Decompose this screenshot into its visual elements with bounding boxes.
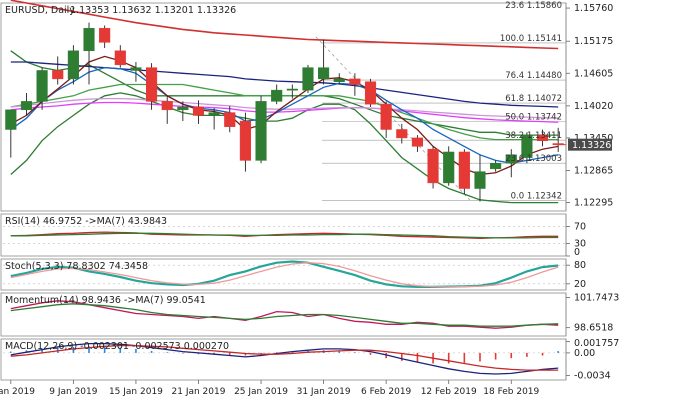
stoch-label: Stoch(5,3,3) 78.8302 74.3458 xyxy=(5,261,148,272)
rsi-series-line xyxy=(10,231,559,240)
price-series-line xyxy=(10,83,559,141)
momentum-tick-label: 98.6518 xyxy=(574,323,613,334)
x-tick-label: 3 Jan 2019 xyxy=(0,387,35,397)
last-price-label: 1.13326 xyxy=(572,140,611,151)
candle-body xyxy=(364,81,377,105)
candle-body xyxy=(302,67,314,91)
price-tick-label: 1.13450 xyxy=(574,133,613,144)
candle-body xyxy=(536,134,549,141)
candle-body xyxy=(20,101,33,111)
price-series-line xyxy=(10,66,559,164)
stoch-series-line xyxy=(10,262,559,288)
candle-body xyxy=(114,50,126,66)
candle-body xyxy=(67,50,79,80)
price-series-line xyxy=(10,61,559,108)
fib-level-label: 100.0 1.15141 xyxy=(500,34,562,44)
x-tick-label: 6 Feb 2019 xyxy=(361,387,412,397)
macd-tick-label: 0.00 xyxy=(574,348,595,359)
fib-level-label: 61.8 1.14072 xyxy=(505,94,562,104)
candle-body xyxy=(443,151,455,184)
fib-level-label: 38.2 1.13411 xyxy=(505,131,562,141)
x-tick-label: 9 Jan 2019 xyxy=(49,387,97,397)
candle-body xyxy=(380,103,392,130)
candle-body xyxy=(208,112,220,116)
macd-tick-label: -0.0034 xyxy=(574,370,611,381)
candle-body xyxy=(396,129,408,139)
momentum-series-line xyxy=(10,303,559,327)
trendline xyxy=(315,36,473,203)
momentum-label: Momentum(14) 98.9436 ->MA(7) 99.0541 xyxy=(5,295,206,306)
price-tick-label: 1.15760 xyxy=(574,3,613,14)
candle-body xyxy=(146,67,158,102)
stoch-tick-label: 80 xyxy=(574,260,586,271)
candle-body xyxy=(52,70,64,80)
macd-series-line xyxy=(10,342,559,375)
last-price-box xyxy=(568,138,612,151)
panel-momentum-frame xyxy=(0,292,567,337)
candle-body xyxy=(192,106,205,116)
candle-body xyxy=(490,162,502,170)
candle-body xyxy=(333,78,345,82)
candle-body xyxy=(36,70,48,102)
candle-body xyxy=(318,67,330,80)
rsi-tick-label: 30 xyxy=(574,238,586,249)
rsi-tick-label: 0 xyxy=(574,247,580,258)
candle-body xyxy=(130,67,142,71)
panel-stoch-frame xyxy=(0,258,567,291)
candle-body xyxy=(349,78,361,85)
candle-body xyxy=(161,101,173,111)
candle-body xyxy=(505,154,517,164)
price-tick-label: 1.14605 xyxy=(574,68,613,79)
macd-series-line xyxy=(10,344,559,371)
candle-body xyxy=(239,120,251,161)
x-tick-label: 31 Jan 2019 xyxy=(297,387,351,397)
candle-body xyxy=(286,88,298,91)
candle-body xyxy=(271,89,283,102)
rsi-label: RSI(14) 46.9752 ->MA(7) 43.9843 xyxy=(5,216,167,227)
x-tick-label: 21 Jan 2019 xyxy=(172,387,226,397)
x-tick-label: 15 Jan 2019 xyxy=(109,387,163,397)
candle-body xyxy=(521,134,533,158)
candle-body xyxy=(411,137,423,147)
ohlc-label: 1.13353 1.13632 1.13201 1.13326 xyxy=(70,5,236,16)
candle-body xyxy=(177,106,189,111)
candle-body xyxy=(83,28,95,52)
chart-title: EURUSD, Daily xyxy=(5,5,75,16)
price-series-line xyxy=(10,0,559,50)
momentum-series-line xyxy=(10,300,559,329)
candle-body xyxy=(5,109,17,130)
fib-level-label: 23.6 1.15860 xyxy=(505,1,562,11)
fib-level-label: 76.4 1.14480 xyxy=(505,71,562,81)
price-tick-label: 1.12295 xyxy=(574,198,613,209)
candle-body xyxy=(427,148,439,184)
price-series-line xyxy=(10,92,559,204)
price-series-line xyxy=(10,97,559,119)
rsi-tick-label: 70 xyxy=(574,222,586,233)
x-tick-label: 12 Feb 2019 xyxy=(421,387,477,397)
candle-body xyxy=(224,112,236,127)
price-tick-label: 1.12865 xyxy=(574,166,613,177)
fib-level-label: 50.0 1.13742 xyxy=(505,113,562,123)
macd-tick-label: 0.001757 xyxy=(574,338,619,349)
candle-body xyxy=(474,171,486,189)
stoch-tick-label: 20 xyxy=(574,279,586,290)
x-tick-label: 25 Jan 2019 xyxy=(234,387,288,397)
price-tick-label: 1.15175 xyxy=(574,36,613,47)
macd-label: MACD(12,26,9) -0.002301 -0.002573 0.0002… xyxy=(5,341,229,352)
candle-body xyxy=(99,28,111,43)
candle-body xyxy=(255,101,267,161)
fib-level-label: 0.0 1.12342 xyxy=(511,191,562,201)
candle-body xyxy=(458,151,470,189)
panel-macd-frame xyxy=(0,338,567,381)
momentum-tick-label: 101.7473 xyxy=(574,292,619,303)
price-series-line xyxy=(10,101,559,123)
price-tick-label: 1.14020 xyxy=(574,101,613,112)
rsi-series-line xyxy=(10,232,559,239)
fib-level-label: 23.6 1.13003 xyxy=(505,154,562,164)
x-tick-label: 18 Feb 2019 xyxy=(483,387,539,397)
